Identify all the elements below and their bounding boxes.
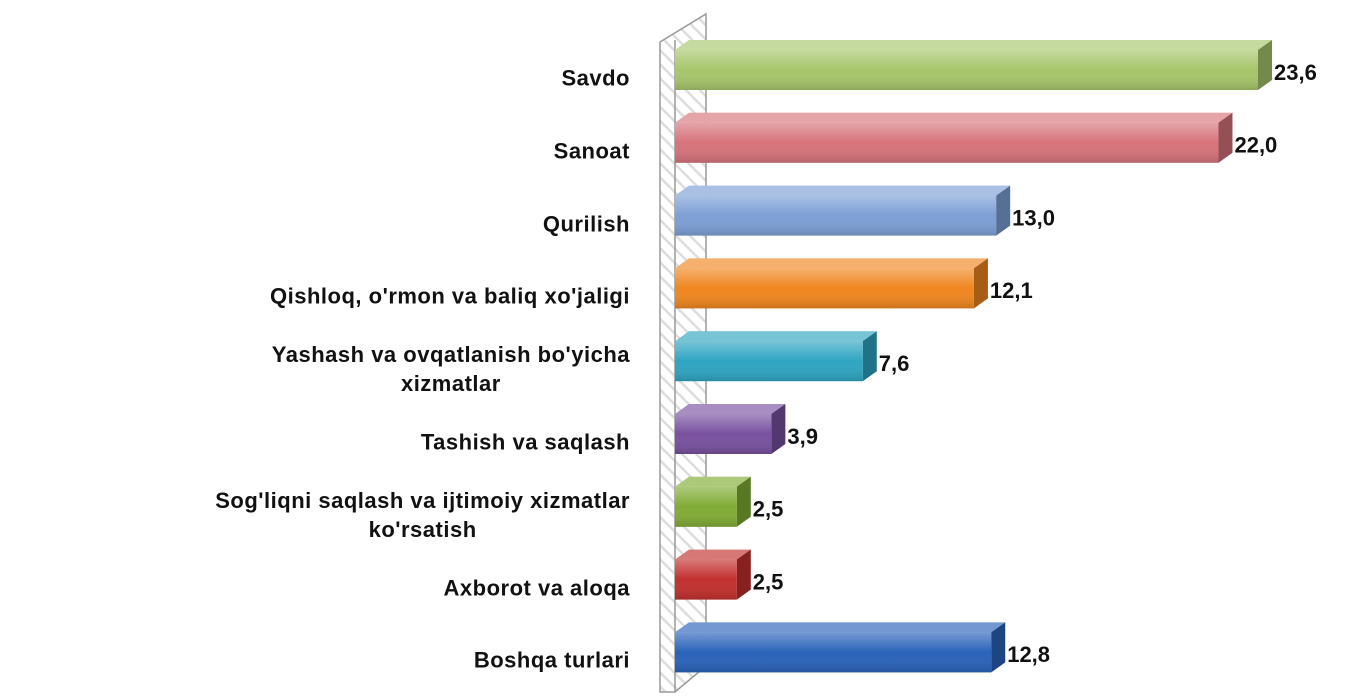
bar-top-light	[675, 40, 1273, 50]
bar-side	[862, 331, 877, 382]
bar-side	[973, 258, 988, 309]
bar-top-light	[675, 185, 1011, 196]
category-label: Sanoat	[553, 138, 630, 164]
bar-side-dark	[1258, 40, 1273, 90]
bar-top	[675, 549, 751, 560]
bar-top-light	[675, 549, 751, 560]
bar-side	[736, 476, 751, 527]
bar-front-shade	[675, 559, 737, 600]
bar-front-shade	[675, 414, 772, 454]
bar-side	[991, 622, 1006, 673]
bar-side-dark	[991, 622, 1006, 673]
bar-front-shade	[675, 632, 992, 673]
bar-top	[675, 622, 1006, 633]
bar	[675, 112, 1233, 163]
bar-front-shade	[675, 122, 1219, 163]
bar-front-shade	[675, 195, 997, 236]
bar-side	[771, 404, 786, 454]
bar	[675, 331, 877, 382]
bar	[675, 622, 1006, 673]
value-label: 23,6	[1274, 60, 1317, 85]
bar-top	[675, 185, 1011, 196]
bar	[675, 404, 786, 454]
bar	[675, 549, 751, 600]
bar	[675, 258, 988, 309]
bar-front-shade	[675, 341, 863, 382]
bar-side	[996, 185, 1011, 236]
value-label: 22,0	[1234, 133, 1277, 158]
bar-side-dark	[736, 476, 751, 527]
value-label: 12,1	[990, 278, 1033, 303]
bar	[675, 185, 1011, 236]
bar	[675, 40, 1273, 90]
bar-top-light	[675, 622, 1006, 633]
bar-front-shade	[675, 50, 1259, 90]
bar-side-dark	[771, 404, 786, 454]
bar-side-dark	[973, 258, 988, 309]
category-label: Savdo	[561, 65, 630, 91]
category-label: Tashish va saqlash	[420, 429, 630, 455]
bar	[675, 476, 751, 527]
category-label: Qishloq, o'rmon va baliq xo'jaligi	[270, 283, 630, 309]
bar-side-dark	[996, 185, 1011, 236]
category-label: Sog'liqni saqlash va ijtimoiy xizmatlar …	[215, 487, 630, 542]
bar-side-dark	[862, 331, 877, 382]
value-label: 3,9	[787, 424, 818, 449]
category-label: Qurilish	[542, 211, 630, 237]
bar-top	[675, 112, 1233, 123]
bar-side	[1258, 40, 1273, 90]
value-label: 2,5	[753, 569, 784, 594]
bar-top	[675, 476, 751, 487]
value-label: 2,5	[753, 497, 784, 522]
category-label: Axborot va aloqa	[443, 575, 630, 601]
bar-side-dark	[736, 549, 751, 600]
bar-top-light	[675, 258, 988, 269]
bar-top	[675, 404, 786, 414]
value-label: 12,8	[1007, 642, 1050, 667]
bar-top-light	[675, 404, 786, 414]
bar-top	[675, 40, 1273, 50]
bar-side	[736, 549, 751, 600]
bar-front-shade	[675, 268, 974, 309]
bar-front-shade	[675, 486, 737, 527]
bar-top-light	[675, 476, 751, 487]
value-label: 7,6	[879, 351, 910, 376]
bar-top	[675, 331, 877, 342]
category-label: Boshqa turlari	[473, 647, 630, 673]
bar-top-light	[675, 331, 877, 342]
bar-side	[1218, 112, 1233, 163]
value-label: 13,0	[1012, 205, 1055, 230]
bar-top	[675, 258, 988, 269]
bar-top-light	[675, 112, 1233, 123]
category-label: Yashash va ovqatlanish bo'yicha xizmatla…	[271, 342, 630, 397]
bar-side-dark	[1218, 112, 1233, 163]
